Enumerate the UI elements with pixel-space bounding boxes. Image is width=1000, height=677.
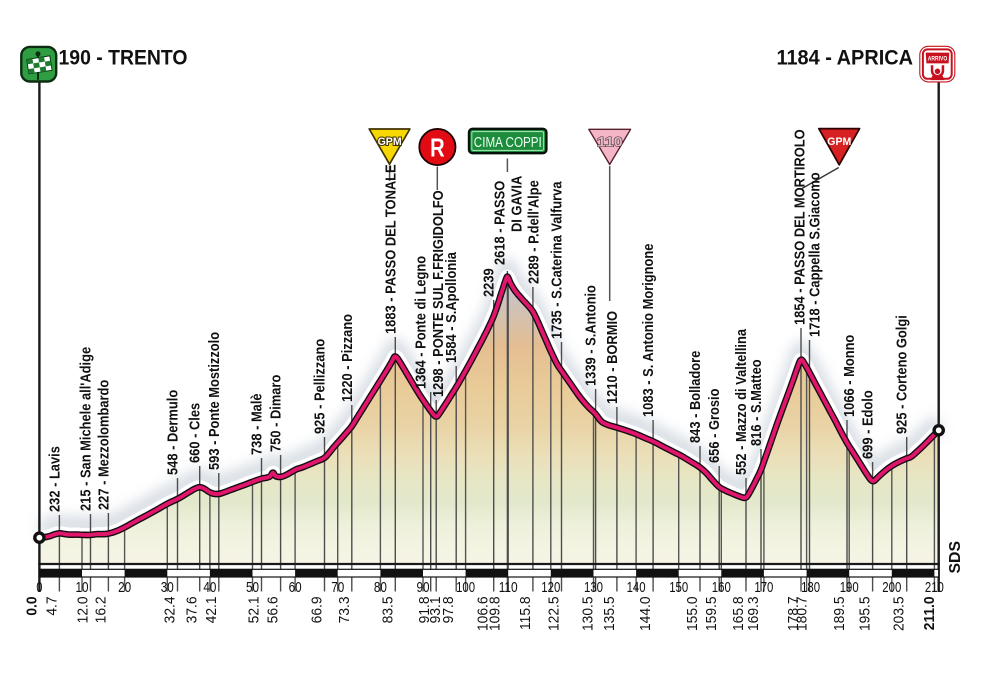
svg-text:165.8: 165.8 xyxy=(731,597,748,632)
svg-text:2239: 2239 xyxy=(480,268,497,297)
svg-text:100: 100 xyxy=(456,580,475,596)
svg-text:227 - Mezzolombardo: 227 - Mezzolombardo xyxy=(94,380,111,510)
svg-text:56.6: 56.6 xyxy=(265,597,282,624)
svg-text:170: 170 xyxy=(754,580,773,596)
svg-text:120: 120 xyxy=(541,580,560,596)
svg-text:91.8: 91.8 xyxy=(417,597,434,624)
svg-text:660 - Cles: 660 - Cles xyxy=(186,403,203,463)
svg-text:90: 90 xyxy=(417,580,430,596)
svg-text:1298 - PONTE SUL F.FRIGIDOLFO: 1298 - PONTE SUL F.FRIGIDOLFO xyxy=(429,190,446,397)
svg-text:150: 150 xyxy=(669,580,688,596)
svg-text:1364 - Ponte di Legno: 1364 - Ponte di Legno xyxy=(412,256,429,389)
svg-text:DI GAVIA: DI GAVIA xyxy=(508,176,525,232)
svg-text:925 - Pellizzano: 925 - Pellizzano xyxy=(311,339,328,434)
svg-text:52.1: 52.1 xyxy=(246,597,263,624)
svg-text:1883 - PASSO DEL TONALE: 1883 - PASSO DEL TONALE xyxy=(381,164,398,334)
svg-text:GPM: GPM xyxy=(378,136,402,148)
svg-text:122.5: 122.5 xyxy=(546,597,563,632)
svg-text:816 - S.Matteo: 816 - S.Matteo xyxy=(747,359,764,446)
svg-text:R: R xyxy=(430,133,445,163)
svg-text:203.5: 203.5 xyxy=(891,597,908,632)
svg-text:925 - Corteno Golgi: 925 - Corteno Golgi xyxy=(893,315,910,434)
svg-text:190: 190 xyxy=(840,580,859,596)
svg-text:110: 110 xyxy=(499,580,518,596)
svg-text:70: 70 xyxy=(331,580,344,596)
svg-text:50: 50 xyxy=(246,580,259,596)
svg-text:211.0: 211.0 xyxy=(922,597,939,631)
svg-text:1854 - PASSO DEL MORTIROLO: 1854 - PASSO DEL MORTIROLO xyxy=(791,129,808,325)
svg-text:16.2: 16.2 xyxy=(93,597,110,624)
svg-text:4.7: 4.7 xyxy=(44,597,61,616)
svg-text:178.7: 178.7 xyxy=(786,597,803,632)
svg-text:1584 - S.Apollonia: 1584 - S.Apollonia xyxy=(442,252,459,363)
svg-text:1718 - Cappella S.Giacomo: 1718 - Cappella S.Giacomo xyxy=(806,172,823,337)
svg-text:552 - Mazzo di Valtellina: 552 - Mazzo di Valtellina xyxy=(732,329,749,475)
svg-text:169.3: 169.3 xyxy=(746,597,763,632)
svg-text:80: 80 xyxy=(374,580,387,596)
svg-text:12.0: 12.0 xyxy=(75,597,92,624)
svg-text:738 - Malè: 738 - Malè xyxy=(248,393,265,455)
svg-text:195.5: 195.5 xyxy=(857,597,874,632)
svg-text:1735 - S.Caterina Valfurva: 1735 - S.Caterina Valfurva xyxy=(548,181,565,339)
svg-text:73.3: 73.3 xyxy=(336,597,353,624)
svg-text:232 - Lavis: 232 - Lavis xyxy=(45,446,62,512)
svg-text:190 - TRENTO: 190 - TRENTO xyxy=(59,46,188,70)
svg-text:200: 200 xyxy=(882,580,901,596)
svg-text:750 - Dimaro: 750 - Dimaro xyxy=(267,375,284,452)
svg-text:60: 60 xyxy=(289,580,302,596)
svg-text:10: 10 xyxy=(76,580,89,596)
svg-text:130.5: 130.5 xyxy=(580,597,597,632)
svg-text:593 - Ponte Mostizzolo: 593 - Ponte Mostizzolo xyxy=(205,332,222,470)
svg-text:106.6: 106.6 xyxy=(475,597,492,632)
svg-text:GPM: GPM xyxy=(827,136,851,148)
svg-text:93.1: 93.1 xyxy=(428,597,445,624)
svg-text:2618 - PASSO: 2618 - PASSO xyxy=(491,181,508,265)
svg-text:42.1: 42.1 xyxy=(203,597,220,624)
svg-text:215 - San Michele all'Adige: 215 - San Michele all'Adige xyxy=(77,347,94,511)
svg-text:SDS: SDS xyxy=(947,541,964,573)
svg-text:135.5: 135.5 xyxy=(601,597,618,632)
svg-text:1066 - Monno: 1066 - Monno xyxy=(840,335,857,417)
svg-text:160: 160 xyxy=(712,580,731,596)
svg-text:180.7: 180.7 xyxy=(794,597,811,632)
svg-text:159.5: 159.5 xyxy=(704,597,721,632)
svg-text:2289 - P.dell'Alpe: 2289 - P.dell'Alpe xyxy=(524,180,541,284)
svg-text:656 - Grosio: 656 - Grosio xyxy=(705,389,722,463)
svg-text:1339 - S.Antonio: 1339 - S.Antonio xyxy=(582,285,599,386)
svg-text:115.8: 115.8 xyxy=(517,597,534,630)
svg-text:1210 - BORMIO: 1210 - BORMIO xyxy=(603,311,620,404)
svg-text:37.6: 37.6 xyxy=(184,597,201,624)
svg-text:180: 180 xyxy=(801,580,820,596)
svg-text:1083 - S. Antonio Morignone: 1083 - S. Antonio Morignone xyxy=(639,243,656,417)
svg-text:32.4: 32.4 xyxy=(162,597,179,624)
svg-text:66.9: 66.9 xyxy=(309,597,326,624)
svg-text:843 - Bolladore: 843 - Bolladore xyxy=(686,350,703,443)
svg-text:155.0: 155.0 xyxy=(685,597,702,632)
svg-text:97.8: 97.8 xyxy=(441,597,458,624)
svg-text:210: 210 xyxy=(925,580,944,596)
svg-text:109.8: 109.8 xyxy=(487,597,504,632)
svg-text:140: 140 xyxy=(627,580,646,596)
svg-text:ARRIVO: ARRIVO xyxy=(928,56,948,63)
svg-text:189.5: 189.5 xyxy=(832,597,849,632)
svg-text:548 - Dermulo: 548 - Dermulo xyxy=(164,390,181,475)
svg-text:110: 110 xyxy=(597,135,623,150)
svg-text:699 - Edolo: 699 - Edolo xyxy=(859,390,876,459)
svg-text:1220 - Pizzano: 1220 - Pizzano xyxy=(338,314,355,402)
svg-text:83.5: 83.5 xyxy=(380,597,397,624)
svg-text:40: 40 xyxy=(203,580,216,596)
svg-text:144.0: 144.0 xyxy=(638,597,655,632)
svg-text:30: 30 xyxy=(161,580,174,596)
svg-text:0: 0 xyxy=(36,580,42,596)
svg-text:0.0: 0.0 xyxy=(24,597,41,616)
svg-text:130: 130 xyxy=(584,580,603,596)
svg-text:1184 - APRICA: 1184 - APRICA xyxy=(777,46,914,70)
svg-text:CIMA COPPI: CIMA COPPI xyxy=(474,135,542,151)
svg-text:20: 20 xyxy=(118,580,131,596)
